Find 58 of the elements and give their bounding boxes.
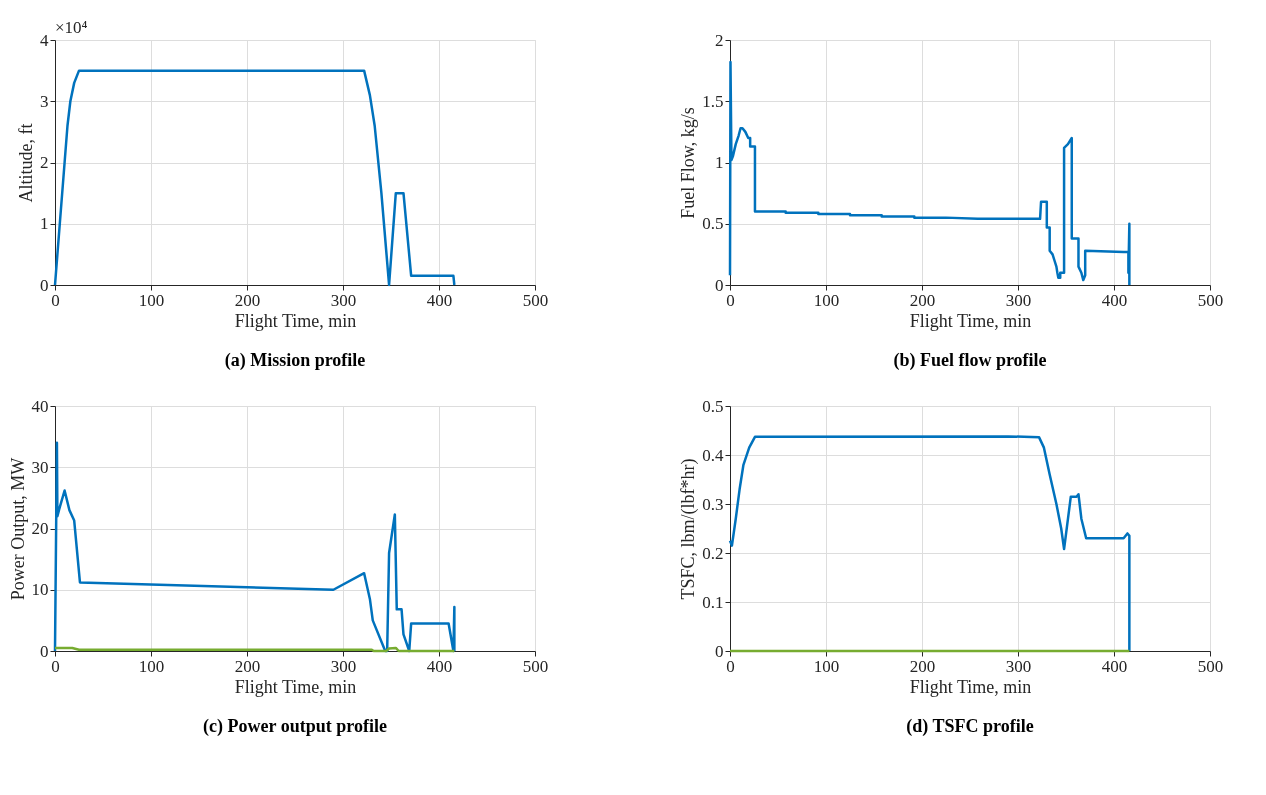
y-tick-label: 0.4: [702, 445, 724, 465]
line-series: [53, 69, 456, 287]
x-tick-label: 500: [522, 290, 549, 310]
x-axis-title: Flight Time, min: [909, 310, 1032, 331]
x-tick-label: 300: [330, 656, 357, 676]
x-tick-label: 400: [426, 290, 453, 310]
y-tick-label: 0.3: [702, 494, 724, 514]
y-tick-label: 0: [40, 641, 49, 661]
x-tick-label: 500: [522, 656, 549, 676]
x-tick-label: 200: [234, 290, 261, 310]
y-axis-title: Altitude, ft: [16, 123, 36, 203]
x-tick-label: 500: [1197, 290, 1224, 310]
y-tick-label: 0.5: [702, 396, 724, 416]
y-tick-label: 0.5: [702, 214, 724, 234]
x-axis-title: Flight Time, min: [234, 676, 357, 697]
y-axis-title: Fuel Flow, kg/s: [678, 107, 699, 219]
y-tick-label: 2: [40, 153, 49, 172]
x-tick-label: 100: [138, 290, 165, 310]
y-tick-label: 4: [40, 30, 49, 50]
y-tick-label: 40: [31, 396, 49, 416]
x-tick-label: 100: [813, 656, 840, 676]
x-tick-label: 300: [1005, 656, 1032, 676]
text: (d) TSFC profile: [906, 716, 1034, 737]
x-tick-label: 500: [1197, 656, 1224, 676]
y-tick-label: 0: [715, 641, 724, 661]
x-tick-label: 300: [330, 290, 357, 310]
x-tick-label: 200: [909, 656, 936, 676]
line-series: [728, 435, 1131, 653]
line-series: [728, 60, 1131, 287]
y-axis-title: Power Output, MW: [7, 457, 28, 601]
x-tick-label: 100: [138, 656, 165, 676]
x-tick-label: 400: [1101, 290, 1128, 310]
x-tick-label: 300: [1005, 290, 1032, 310]
y-tick-label: 1.5: [702, 91, 724, 111]
x-tick-label: 200: [234, 656, 261, 676]
y-tick-label: 0.2: [702, 543, 724, 563]
y-tick-label: 20: [31, 519, 49, 538]
y-tick-label: 2: [715, 30, 724, 50]
text: (b) Fuel flow profile: [893, 350, 1047, 371]
x-tick-label: 400: [426, 656, 453, 676]
text: (a) Mission profile: [224, 350, 366, 371]
x-axis-title: Flight Time, min: [234, 310, 357, 331]
y-tick-label: 10: [31, 580, 49, 600]
y-tick-label: 0: [715, 275, 724, 295]
line-series: [53, 441, 456, 653]
y-tick-label: 0: [40, 275, 49, 295]
text: (c) Power output profile: [203, 716, 387, 737]
y-tick-label: 1: [715, 153, 724, 172]
y-axis-title: TSFC, lbm/(lbf*hr): [678, 458, 700, 600]
y-tick-label: 3: [40, 91, 49, 111]
x-tick-label: 400: [1101, 656, 1128, 676]
x-axis-title: Flight Time, min: [909, 676, 1032, 697]
x-tick-label: 200: [909, 290, 936, 310]
x-tick-label: 100: [813, 290, 840, 310]
y-tick-label: 1: [40, 214, 49, 234]
y-tick-label: 0.1: [702, 592, 724, 612]
y-tick-label: 30: [31, 457, 49, 477]
text: ×10⁴: [55, 18, 88, 37]
